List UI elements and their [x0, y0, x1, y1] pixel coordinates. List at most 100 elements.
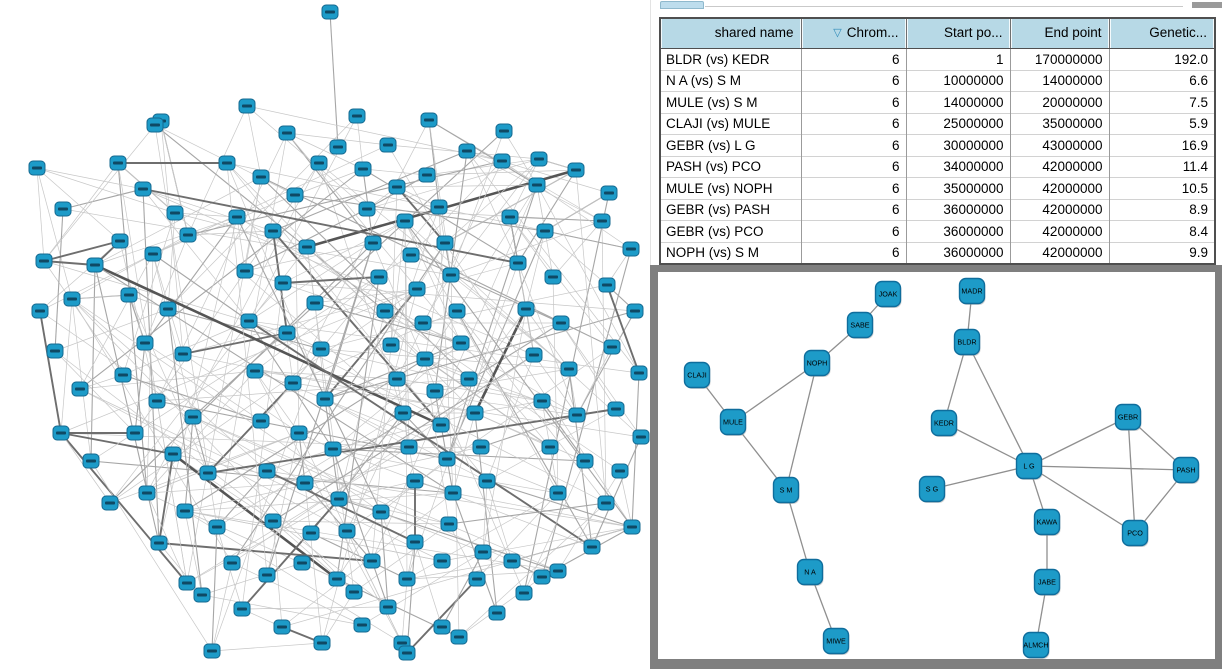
node-label-smudge [436, 423, 446, 427]
network-node-miwe[interactable]: MIWE [822, 627, 850, 656]
table-cell-r3-c1[interactable]: 6 [800, 112, 906, 135]
table-cell-r5-c3[interactable]: 42000000 [1009, 155, 1109, 178]
table-cell-r7-c1[interactable]: 6 [800, 198, 906, 221]
table-cell-r4-c4[interactable]: 16.9 [1108, 134, 1215, 156]
table-cell-r2-c0[interactable]: MULE (vs) S M [660, 91, 801, 113]
filter-funnel-icon[interactable]: ▽ [833, 27, 842, 39]
table-cell-r3-c4[interactable]: 5.9 [1108, 112, 1215, 135]
table-cell-r4-c2[interactable]: 30000000 [905, 134, 1010, 156]
table-cell-r2-c4[interactable]: 7.5 [1108, 91, 1215, 113]
table-cell-r2-c3[interactable]: 20000000 [1009, 91, 1109, 113]
network-node-bldr[interactable]: BLDR [953, 328, 981, 357]
table-row[interactable]: N A (vs) S M 6 10000000 14000000 6.6 [660, 69, 1215, 92]
table-cell-r2-c1[interactable]: 6 [800, 91, 906, 113]
table-cell-r9-c3[interactable]: 42000000 [1009, 241, 1109, 264]
node-label-smudge [380, 309, 390, 313]
table-cell-r1-c4[interactable]: 6.6 [1108, 69, 1215, 92]
node-label-smudge [282, 331, 292, 335]
table-cell-r0-c0[interactable]: BLDR (vs) KEDR [660, 48, 801, 70]
column-header-0[interactable]: shared name [660, 18, 801, 49]
table-cell-r6-c0[interactable]: MULE (vs) NOPH [660, 177, 801, 199]
table-row[interactable]: NOPH (vs) S M 6 36000000 42000000 9.9 [660, 241, 1215, 264]
network-node-noph[interactable]: NOPH [803, 349, 831, 378]
network-node-l-g[interactable]: L G [1015, 452, 1043, 481]
network-node-mule[interactable]: MULE [719, 408, 747, 437]
node-label-smudge [227, 561, 237, 565]
column-header-3[interactable]: End point [1009, 18, 1109, 49]
table-row[interactable]: MULE (vs) S M 6 14000000 20000000 7.5 [660, 91, 1215, 113]
table-cell-r8-c2[interactable]: 36000000 [905, 220, 1010, 242]
node-label-smudge [454, 635, 464, 639]
table-cell-r0-c1[interactable]: 6 [800, 48, 906, 70]
table-cell-r5-c1[interactable]: 6 [800, 155, 906, 178]
column-header-2[interactable]: Start po... [905, 18, 1010, 49]
network-edge [94, 263, 442, 427]
table-row[interactable]: PASH (vs) PCO 6 34000000 42000000 11.4 [660, 155, 1215, 178]
table-cell-r8-c3[interactable]: 42000000 [1009, 220, 1109, 242]
table-cell-r4-c1[interactable]: 6 [800, 134, 906, 156]
table-cell-r7-c3[interactable]: 42000000 [1009, 198, 1109, 221]
table-cell-r9-c4[interactable]: 9.9 [1108, 241, 1215, 264]
table-cell-r0-c3[interactable]: 170000000 [1009, 48, 1109, 70]
table-cell-r6-c2[interactable]: 35000000 [905, 177, 1010, 199]
table-cell-r9-c2[interactable]: 36000000 [905, 241, 1010, 264]
table-row[interactable]: GEBR (vs) PASH 6 36000000 42000000 8.9 [660, 198, 1215, 221]
table-cell-r6-c3[interactable]: 42000000 [1009, 177, 1109, 199]
network-node-gebr[interactable]: GEBR [1114, 403, 1142, 432]
table-cell-r4-c0[interactable]: GEBR (vs) L G [660, 134, 801, 156]
table-cell-r2-c2[interactable]: 14000000 [905, 91, 1010, 113]
network-edge [142, 188, 535, 356]
table-row[interactable]: GEBR (vs) L G 6 30000000 43000000 16.9 [660, 134, 1215, 156]
network-node-almch[interactable]: ALMCH [1022, 631, 1050, 660]
table-cell-r7-c4[interactable]: 8.9 [1108, 198, 1215, 221]
table-cell-r5-c0[interactable]: PASH (vs) PCO [660, 155, 801, 178]
table-cell-r1-c2[interactable]: 10000000 [905, 69, 1010, 92]
table-cell-r6-c1[interactable]: 6 [800, 177, 906, 199]
network-node-n-a[interactable]: N A [796, 558, 824, 587]
table-row[interactable]: MULE (vs) NOPH 6 35000000 42000000 10.5 [660, 177, 1215, 199]
table-tab-fragment[interactable] [660, 1, 704, 9]
network-node-madr[interactable]: MADR [958, 277, 986, 306]
table-cell-r0-c2[interactable]: 1 [905, 48, 1010, 70]
table-row[interactable]: GEBR (vs) PCO 6 36000000 42000000 8.4 [660, 220, 1215, 242]
table-cell-r1-c3[interactable]: 14000000 [1009, 69, 1109, 92]
network-node-claji[interactable]: CLAJI [683, 361, 711, 390]
table-cell-r7-c2[interactable]: 36000000 [905, 198, 1010, 221]
node-label-smudge [597, 219, 607, 223]
network-node-pco[interactable]: PCO [1121, 519, 1149, 548]
main-network-canvas[interactable] [0, 0, 650, 669]
table-cell-r6-c4[interactable]: 10.5 [1108, 177, 1215, 199]
table-cell-r8-c1[interactable]: 6 [800, 220, 906, 242]
table-cell-r5-c4[interactable]: 11.4 [1108, 155, 1215, 178]
table-cell-r1-c0[interactable]: N A (vs) S M [660, 69, 801, 92]
network-node-sabe[interactable]: SABE [846, 311, 874, 340]
filtered-network-canvas[interactable]: JOAK MADR SABE NOPH BLDR CLAJI MULE KEDR GEBR L G… [658, 272, 1215, 659]
table-cell-r8-c0[interactable]: GEBR (vs) PCO [660, 220, 801, 242]
table-cell-r8-c4[interactable]: 8.4 [1108, 220, 1215, 242]
network-node-kawa[interactable]: KAWA [1033, 508, 1061, 537]
table-cell-r5-c2[interactable]: 34000000 [905, 155, 1010, 178]
node-label: L G [1023, 462, 1035, 471]
network-node-jabe[interactable]: JABE [1033, 568, 1061, 597]
table-row[interactable]: BLDR (vs) KEDR 6 1 170000000 192.0 [660, 48, 1215, 70]
column-header-1[interactable]: ▽ Chrom... [800, 18, 906, 49]
table-cell-r9-c1[interactable]: 6 [800, 241, 906, 264]
table-cell-r7-c0[interactable]: GEBR (vs) PASH [660, 198, 801, 221]
table-cell-r1-c1[interactable]: 6 [800, 69, 906, 92]
column-header-4[interactable]: Genetic... [1108, 18, 1215, 49]
network-node-joak[interactable]: JOAK [874, 280, 902, 309]
network-node-s-g[interactable]: S G [918, 475, 946, 504]
network-edge [216, 412, 404, 528]
table-cell-r3-c2[interactable]: 25000000 [905, 112, 1010, 135]
table-cell-r3-c3[interactable]: 35000000 [1009, 112, 1109, 135]
table-row[interactable]: CLAJI (vs) MULE 6 25000000 35000000 5.9 [660, 112, 1215, 135]
node-label-smudge [197, 593, 207, 597]
table-cell-r9-c0[interactable]: NOPH (vs) S M [660, 241, 801, 264]
network-node-kedr[interactable]: KEDR [930, 409, 958, 438]
table-cell-r4-c3[interactable]: 43000000 [1009, 134, 1109, 156]
table-cell-r3-c0[interactable]: CLAJI (vs) MULE [660, 112, 801, 135]
edge-attribute-table: shared name ▽ Chrom... Start po... End point… [659, 17, 1216, 265]
network-node-s-m[interactable]: S M [772, 476, 800, 505]
table-cell-r0-c4[interactable]: 192.0 [1108, 48, 1215, 70]
network-node-pash[interactable]: PASH [1172, 456, 1200, 485]
